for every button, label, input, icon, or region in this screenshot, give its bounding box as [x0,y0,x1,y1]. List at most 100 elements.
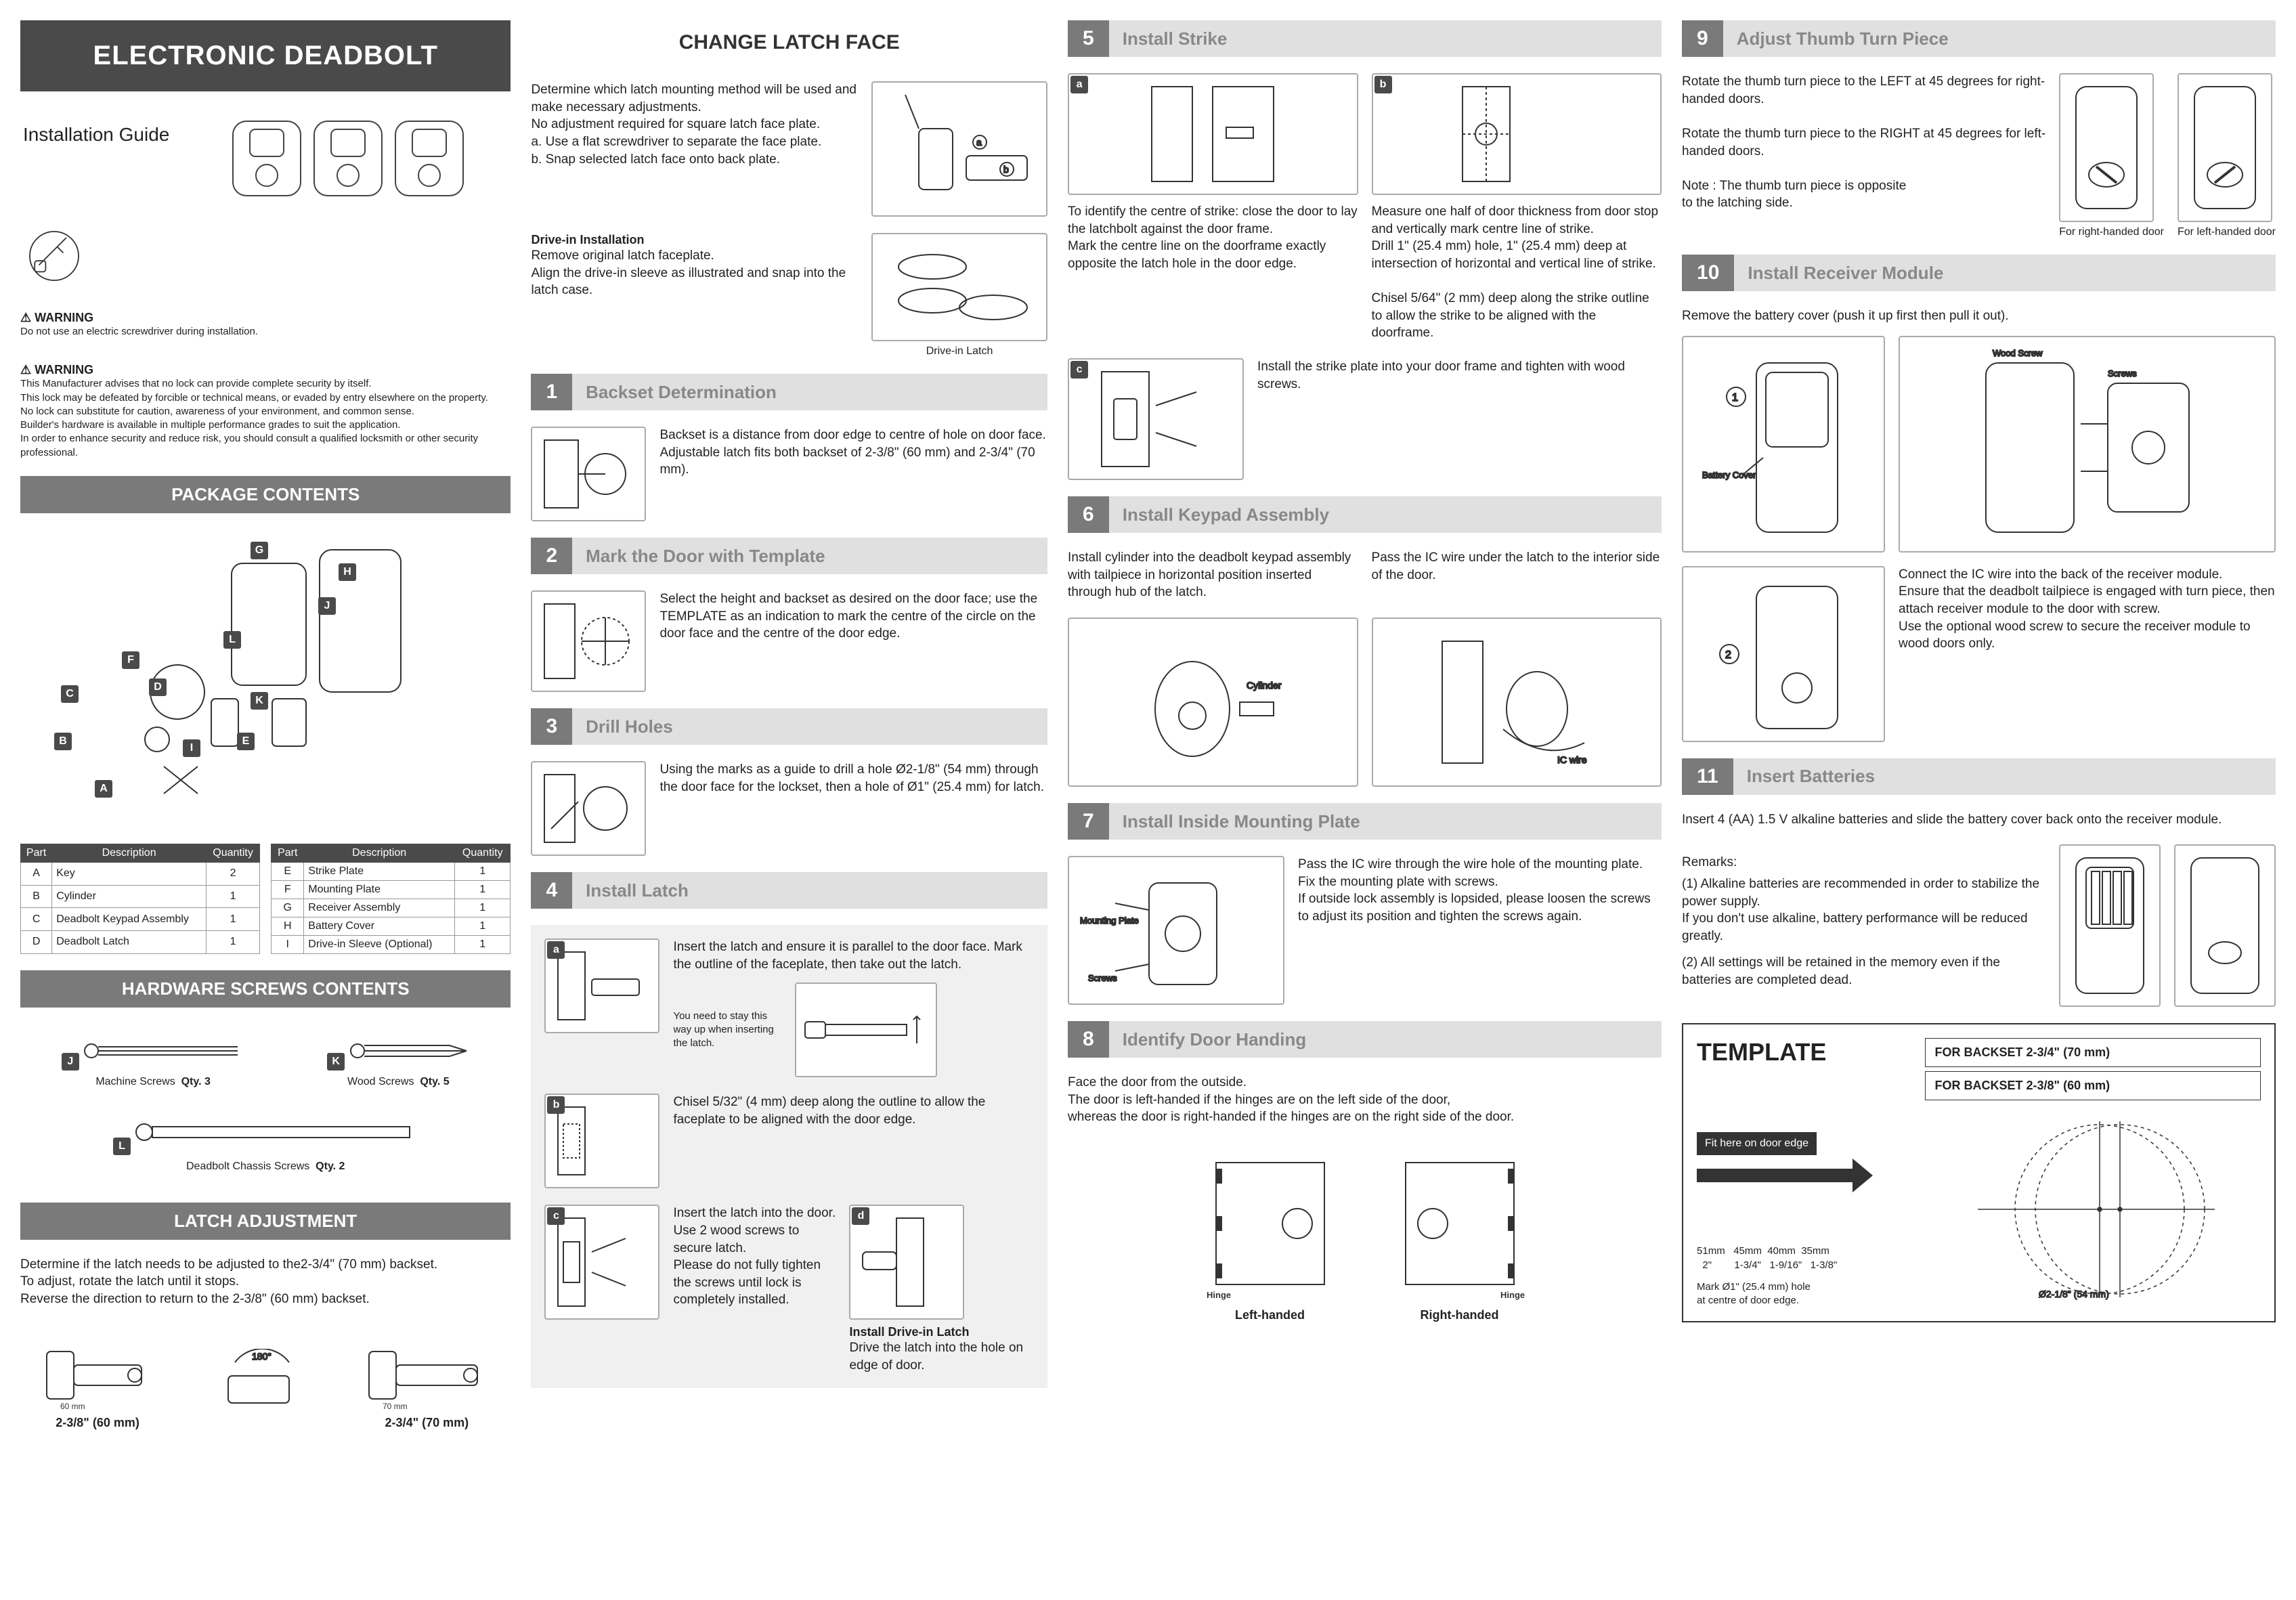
wood-screws-label: Wood Screws [347,1076,414,1087]
step11-remark1: (1) Alkaline batteries are recommended i… [1682,875,2045,945]
table-row: HBattery Cover1 [272,917,511,935]
step-2-bar: 2 Mark the Door with Template [531,538,1047,574]
template-60: FOR BACKSET 2-3/8" (60 mm) [1925,1071,2261,1100]
th-part: Part [272,844,304,862]
step8-diagrams: Hinge Left-handed Hinge Right-handed [1068,1142,1662,1336]
step-10-bar: 10 Install Receiver Module [1682,255,2276,291]
table-row: AKey2 [21,862,260,885]
table-cell: A [21,862,52,885]
chassis-screws-label: Deadbolt Chassis Screws [186,1161,309,1172]
latch-70-diagram: 70 mm 2-3/4" (70 mm) [362,1331,491,1430]
installation-guide-heading: Installation Guide [20,108,172,154]
latch-adjustment-heading: LATCH ADJUSTMENT [20,1203,511,1240]
callout-k2: K [327,1053,345,1071]
svg-text:a: a [976,137,982,148]
template-ticks2: 2" 1-3/4" 1-9/16" 1-3/8" [1697,1259,1911,1272]
step5-a-label: a [1070,76,1088,93]
step-6-text-row: Install cylinder into the deadbolt keypa… [1068,549,1662,601]
table-cell: I [272,935,304,953]
warning-1-text: Do not use an electric screwdriver durin… [20,325,511,339]
table-cell: Cylinder [52,885,207,908]
step9-text: Rotate the thumb turn piece to the LEFT … [1682,73,2045,212]
svg-text:IC wire: IC wire [1557,754,1587,765]
step9-right-diagram: For right-handed door [2059,73,2164,238]
table-row: EStrike Plate1 [272,862,511,880]
step-9-content: Rotate the thumb turn piece to the LEFT … [1682,73,2276,238]
svg-text:Hinge: Hinge [1207,1290,1231,1300]
screws-contents: J Machine Screws Qty. 3 K Wood Screws Qt… [20,1024,511,1186]
change-latch-text: Determine which latch mounting method wi… [531,81,858,168]
th-qty: Quantity [455,844,511,862]
step-4-bar: 4 Install Latch [531,872,1047,909]
step11-remark2: (2) All settings will be retained in the… [1682,954,2045,989]
step-4-title: Install Latch [572,872,702,909]
template-box: TEMPLATE Fit here on door edge 51mm 45mm… [1682,1023,2276,1322]
wood-screws: K Wood Screws Qty. 5 [327,1037,469,1088]
template-mark: Mark Ø1" (25.4 mm) hole at centre of doo… [1697,1280,1819,1308]
th-qty: Quantity [206,844,259,862]
step7-diagram: Mounting PlateScrews [1068,856,1284,1005]
table-cell: Mounting Plate [304,880,455,899]
right-handed-unit: Hinge Right-handed [1392,1156,1528,1322]
step6a-diagram: Cylinder [1068,618,1358,787]
drivein-diagram: Drive-in Latch [871,233,1047,358]
step-5-bar: 5 Install Strike [1068,20,1662,57]
step-8-bar: 8 Identify Door Handing [1068,1021,1662,1058]
step-5-title: Install Strike [1109,20,1241,57]
latch-238-label: 2-3/8" (60 mm) [40,1416,155,1430]
callout-e: E [237,733,255,750]
warning-1: ⚠ WARNING Do not use an electric screwdr… [20,303,511,339]
svg-text:Ø2-1/8" (54 mm): Ø2-1/8" (54 mm) [2039,1289,2109,1299]
table-cell: Drive-in Sleeve (Optional) [304,935,455,953]
svg-text:2: 2 [1725,649,1731,661]
drivein-text: Remove original latch faceplate. Align t… [531,247,858,299]
svg-text:Mounting Plate: Mounting Plate [1080,915,1139,926]
table-cell: Deadbolt Keypad Assembly [52,908,207,931]
step-6-diagrams: Cylinder IC wire [1068,618,1662,787]
step4a-note-diagram [795,982,937,1077]
svg-text:Screws: Screws [2108,368,2137,379]
step-4-num: 4 [531,872,572,909]
step6b-text: Pass the IC wire under the latch to the … [1372,549,1662,584]
step-5-num: 5 [1068,20,1109,57]
step4b-text: Chisel 5/32" (4 mm) deep along the outli… [673,1094,1034,1128]
step-3-num: 3 [531,708,572,745]
table-row: GReceiver Assembly1 [272,899,511,917]
drivein-row: Drive-in Installation Remove original la… [531,233,1047,358]
step5a-text: To identify the centre of strike: close … [1068,203,1358,273]
step4d-text: Drive the latch into the hole on edge of… [849,1339,1034,1374]
step10b-text: Connect the IC wire into the back of the… [1899,566,2276,653]
warning-2-heading: ⚠ WARNING [20,363,511,377]
step5c-text: Install the strike plate into your door … [1257,358,1662,393]
step-2-text: Select the height and backset as desired… [659,590,1047,643]
document-title: ELECTRONIC DEADBOLT [20,20,511,91]
step-1-content: Backset is a distance from door edge to … [531,427,1047,521]
step-3-bar: 3 Drill Holes [531,708,1047,745]
latch-60-diagram: 60 mm 2-3/8" (60 mm) [40,1331,155,1430]
warning-2: ⚠ WARNING This Manufacturer advises that… [20,355,511,460]
change-latch-face-heading: CHANGE LATCH FACE [531,20,1047,65]
machine-screws: J Machine Screws Qty. 3 [62,1037,244,1088]
step-6-num: 6 [1068,496,1109,533]
step11-remarks-heading: Remarks: [1682,854,2045,871]
step-3-diagram [531,761,646,856]
hardware-screws-heading: HARDWARE SCREWS CONTENTS [20,970,511,1008]
callout-c: C [61,685,79,703]
step-6-title: Install Keypad Assembly [1109,496,1343,533]
column-2: CHANGE LATCH FACE Determine which latch … [531,20,1047,1437]
step-5-ab: a To identify the centre of strike: clos… [1068,73,1662,342]
drivein-caption: Drive-in Latch [871,345,1047,358]
parts-table-right: Part Description Quantity EStrike Plate1… [271,844,511,954]
table-cell: E [272,862,304,880]
svg-text:b: b [1003,164,1009,175]
template-70: FOR BACKSET 2-3/4" (70 mm) [1925,1038,2261,1067]
template-circle-diagram: Ø2-1/8" (54 mm) [1925,1104,2261,1307]
table-cell: 1 [455,935,511,953]
change-latch-row: Determine which latch mounting method wi… [531,81,1047,217]
template-ticks: 51mm 45mm 40mm 35mm [1697,1245,1911,1258]
step4-a-label: a [547,941,565,959]
callout-h: H [339,563,356,581]
callout-l2: L [113,1138,131,1155]
callout-f: F [122,651,139,669]
table-cell: 1 [206,885,259,908]
